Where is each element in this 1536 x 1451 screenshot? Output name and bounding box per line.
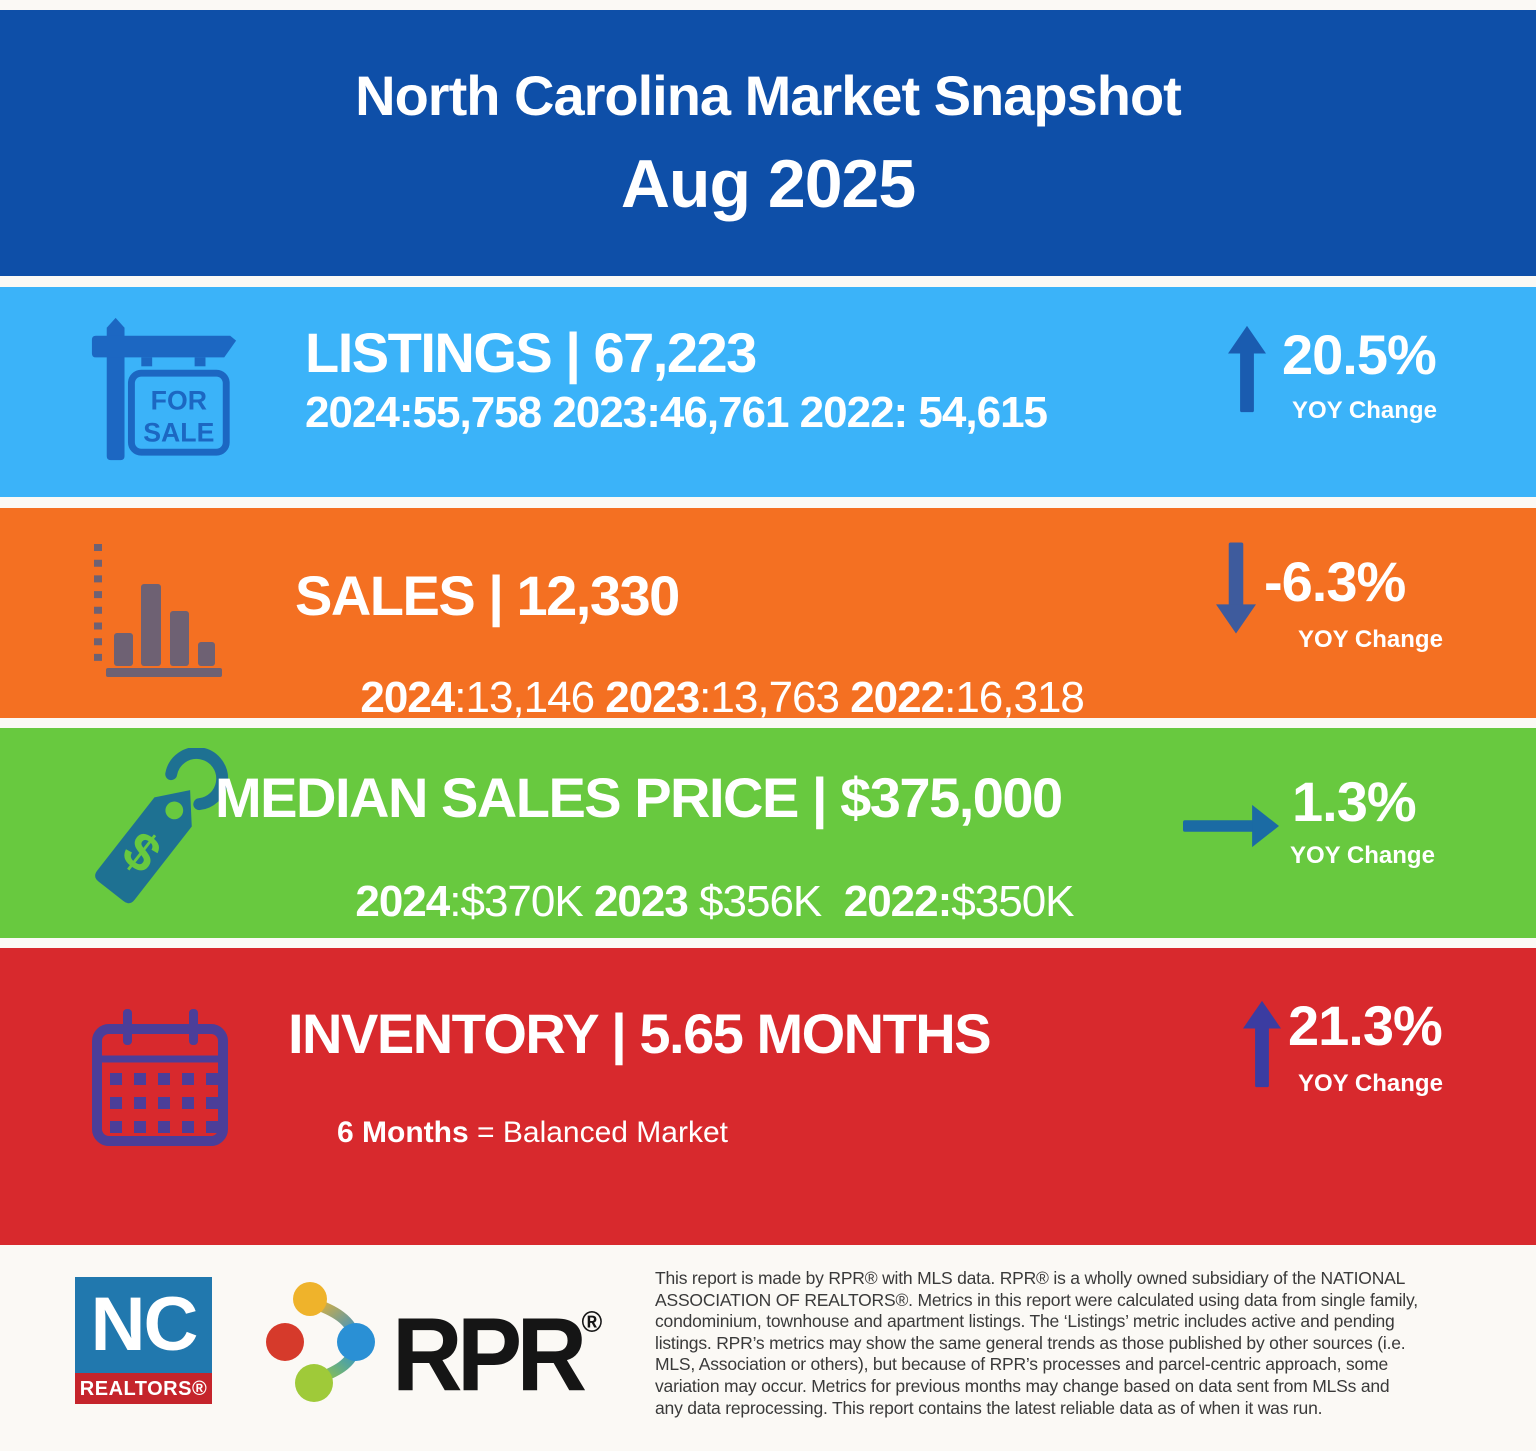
disclaimer-line: ASSOCIATION OF REALTORS®. Metrics in thi…	[655, 1289, 1418, 1310]
history-year: 2022	[850, 673, 945, 722]
footer: NC REALTORS® RPR® This r	[0, 1245, 1536, 1451]
median-yoy-value: 1.3%	[1292, 770, 1417, 833]
median-price-band: $ MEDIAN SALES PRICE | $375,000 2024:$37…	[0, 728, 1536, 938]
sales-history: 2024:13,146 2023:13,763 2022:16,318	[293, 632, 1085, 764]
listings-yoy-value: 20.5%	[1282, 323, 1437, 386]
history-value: $350K	[951, 877, 1074, 926]
history-year: 2023	[605, 673, 700, 722]
inventory-yoy-label: YOY Change	[1298, 1070, 1443, 1097]
report-month: Aug 2025	[620, 146, 916, 222]
rpr-text: RPR	[392, 1297, 587, 1413]
history-value: :13,763	[699, 673, 851, 722]
history-value: :13,146	[454, 673, 606, 722]
nc-realtors-logo: NC REALTORS®	[75, 1277, 212, 1404]
disclaimer-line: MLS, Association or others), but because…	[655, 1354, 1388, 1375]
rpr-wordmark: RPR®	[392, 1303, 602, 1407]
inventory-note-bold: 6 Months	[337, 1116, 469, 1149]
inventory-band: INVENTORY | 5.65 MONTHS 6 Months = Balan…	[0, 948, 1536, 1245]
history-year: 2022:	[843, 877, 953, 926]
sales-yoy-label: YOY Change	[1298, 626, 1443, 653]
sales-yoy-value: -6.3%	[1264, 550, 1406, 613]
header: North Carolina Market Snapshot Aug 2025	[0, 10, 1536, 276]
report-title: North Carolina Market Snapshot	[355, 64, 1182, 127]
sign-text-for: FOR	[151, 386, 207, 416]
right-arrow-icon	[1183, 804, 1279, 848]
listings-band: FOR SALE LISTINGS | 67,223 2024:55,758 2…	[0, 287, 1536, 497]
history-value: $356K	[687, 877, 844, 926]
nc-logo-realtors-text: REALTORS®	[79, 1377, 208, 1400]
inventory-note: 6 Months = Balanced Market	[287, 1088, 728, 1178]
disclaimer-line: any data reprocessing. This report conta…	[655, 1397, 1323, 1418]
history-year: 2024	[360, 673, 455, 722]
inventory-note-rest: = Balanced Market	[468, 1116, 728, 1149]
inventory-yoy-value: 21.3%	[1288, 994, 1443, 1057]
calendar-icon	[92, 1009, 228, 1146]
listings-headline: LISTINGS | 67,223	[305, 321, 757, 384]
history-year: 2024	[355, 877, 450, 926]
rpr-molecule-icon	[266, 1282, 375, 1402]
bar-chart-icon	[94, 544, 222, 677]
price-tag-icon: $	[95, 748, 229, 904]
sales-headline: SALES | 12,330	[295, 564, 680, 627]
up-arrow-icon	[1243, 1000, 1281, 1088]
sign-text-sale: SALE	[143, 417, 214, 447]
disclaimer-text: This report is made by RPR® with MLS dat…	[655, 1268, 1495, 1419]
up-arrow-icon	[1228, 325, 1266, 413]
nc-logo-nc-text: NC	[90, 1282, 199, 1367]
history-value: :16,318	[944, 673, 1085, 722]
for-sale-sign-icon: FOR SALE	[91, 317, 237, 461]
disclaimer-line: This report is made by RPR® with MLS dat…	[655, 1268, 1406, 1288]
listings-yoy-label: YOY Change	[1292, 397, 1437, 424]
disclaimer-line: condominium, townhouse and apartment lis…	[655, 1311, 1395, 1332]
nc-logo-blue-square: NC	[75, 1277, 212, 1373]
listings-history: 2024:55,758 2023:46,761 2022: 54,615	[305, 388, 1048, 437]
history-year: 2023	[593, 877, 689, 926]
history-value: :$370K	[449, 877, 594, 926]
nc-logo-red-strip: REALTORS®	[75, 1373, 212, 1404]
median-history: 2024:$370K 2023 $356K 2022:$350K	[288, 836, 1074, 968]
inventory-headline: INVENTORY | 5.65 MONTHS	[288, 1002, 992, 1065]
sales-band: SALES | 12,330 2024:13,146 2023:13,763 2…	[0, 508, 1536, 720]
disclaimer-line: variation may occur. Metrics for previou…	[655, 1375, 1390, 1396]
down-arrow-icon	[1216, 542, 1256, 634]
registered-mark: ®	[581, 1306, 603, 1339]
disclaimer-line: listings. RPR’s metrics may show the sam…	[655, 1332, 1406, 1353]
median-headline: MEDIAN SALES PRICE | $375,000	[215, 766, 1063, 829]
median-yoy-label: YOY Change	[1290, 842, 1435, 869]
